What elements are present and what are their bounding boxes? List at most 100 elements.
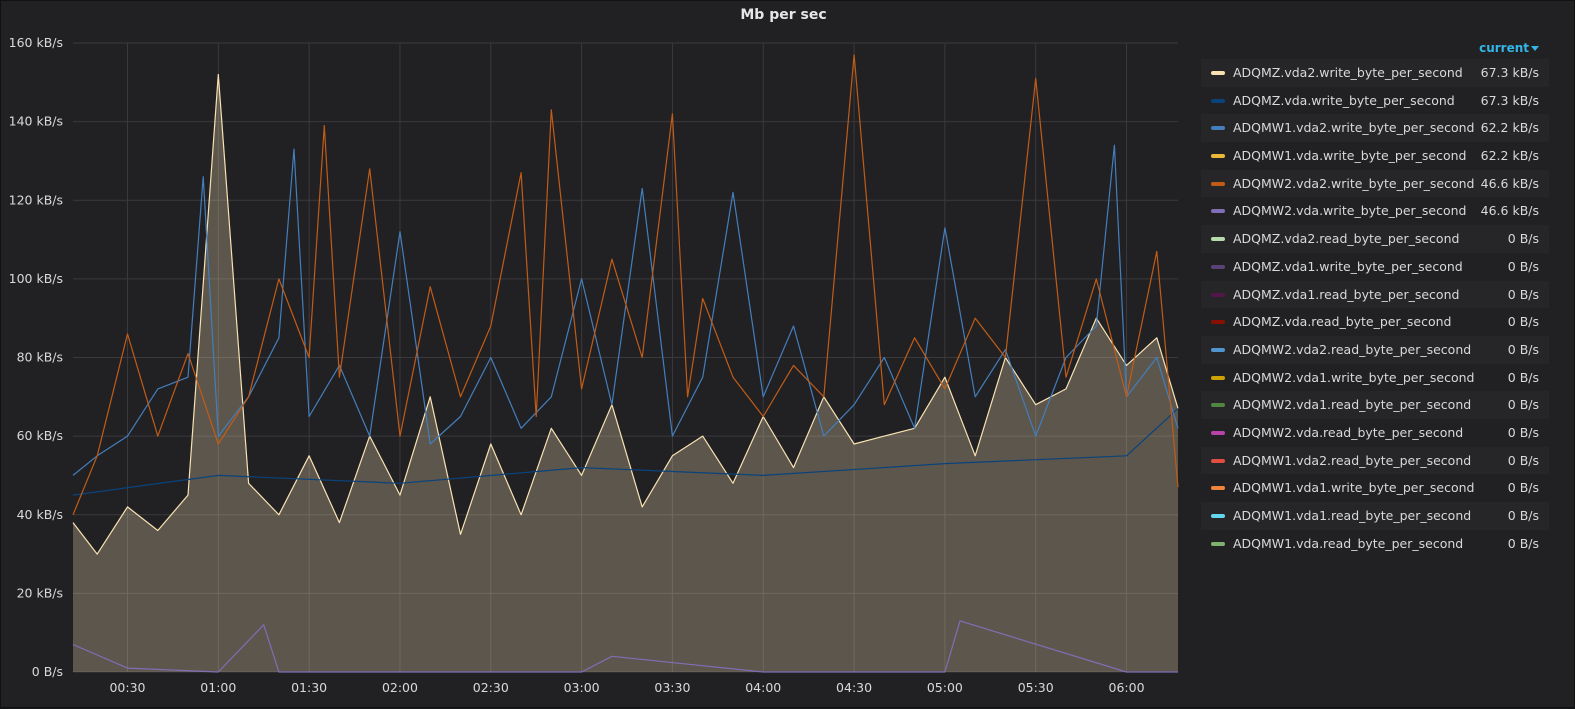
legend-current-value: 0 B/s (1507, 452, 1539, 468)
legend-series-name[interactable]: ADQMW1.vda1.read_byte_per_second (1233, 508, 1472, 523)
x-tick-label: 02:30 (473, 680, 509, 695)
legend-series-name[interactable]: ADQMW2.vda.write_byte_per_second (1233, 203, 1467, 219)
legend-list: ADQMZ.vda2.write_byte_per_second 67.3 kB/… (1201, 59, 1549, 557)
legend-series-name[interactable]: ADQMZ.vda.read_byte_per_second (1233, 314, 1452, 330)
legend-color-swatch[interactable] (1211, 237, 1225, 242)
y-tick-label: 0 B/s (32, 664, 63, 679)
x-tick-label: 04:00 (745, 680, 781, 695)
y-tick-label: 100 kB/s (9, 271, 63, 286)
legend-current-value: 0 B/s (1507, 286, 1539, 302)
legend-color-swatch[interactable] (1211, 181, 1225, 186)
caret-down-icon (1531, 46, 1539, 51)
legend-item[interactable]: ADQMZ.vda2.read_byte_per_second 0 B/s (1201, 225, 1549, 253)
x-tick-label: 03:00 (564, 680, 600, 695)
legend-current-value: 67.3 kB/s (1480, 92, 1539, 108)
legend-series-name[interactable]: ADQMW2.vda.read_byte_per_second (1233, 424, 1464, 440)
y-tick-label: 20 kB/s (17, 585, 63, 600)
x-tick-label: 05:30 (1018, 680, 1054, 695)
x-tick-label: 00:30 (109, 680, 145, 695)
legend-current-value: 0 B/s (1507, 341, 1539, 357)
legend-header-label: current (1479, 41, 1529, 55)
legend-color-swatch[interactable] (1211, 98, 1225, 103)
x-tick-label: 01:30 (291, 680, 327, 695)
legend-color-swatch[interactable] (1211, 71, 1225, 75)
legend-item[interactable]: ADQMW1.vda.read_byte_per_second 0 B/s (1201, 530, 1549, 558)
legend-series-name[interactable]: ADQMW2.vda1.read_byte_per_second (1233, 397, 1472, 413)
legend-color-swatch[interactable] (1211, 403, 1225, 408)
y-tick-label: 120 kB/s (9, 192, 63, 207)
legend-current-value: 0 B/s (1507, 424, 1539, 440)
series-line (72, 408, 1179, 496)
legend-color-swatch[interactable] (1211, 430, 1225, 435)
legend-current-value: 46.6 kB/s (1480, 203, 1539, 219)
x-tick-label: 02:00 (382, 680, 418, 695)
legend-color-swatch[interactable] (1211, 154, 1225, 159)
legend-color-swatch[interactable] (1211, 320, 1225, 325)
grid-lines (73, 42, 1178, 673)
legend-sort-current[interactable]: current (1201, 41, 1549, 59)
legend-color-swatch[interactable] (1211, 292, 1225, 297)
legend-color-swatch[interactable] (1211, 458, 1225, 463)
y-axis-ticks: 0 B/s 20 kB/s 40 kB/s 60 kB/s 80 kB/s 100 kB/… (9, 35, 63, 679)
legend-series-name[interactable]: ADQMZ.vda1.write_byte_per_second (1233, 258, 1463, 274)
legend-series-name[interactable]: ADQMZ.vda.write_byte_per_second (1233, 92, 1455, 108)
legend-color-swatch[interactable] (1211, 347, 1225, 352)
series-line (72, 54, 1179, 516)
legend-series-name[interactable]: ADQMZ.vda2.write_byte_per_second (1233, 65, 1463, 80)
legend-current-value: 62.2 kB/s (1480, 120, 1539, 136)
legend-current-value: 0 B/s (1507, 508, 1539, 523)
legend-series-name[interactable]: ADQMZ.vda1.read_byte_per_second (1233, 286, 1460, 302)
series-line (72, 73, 1179, 555)
legend-color-swatch[interactable] (1211, 209, 1225, 214)
legend-item[interactable]: ADQMW1.vda2.read_byte_per_second 0 B/s (1201, 446, 1549, 475)
legend-item[interactable]: ADQMW1.vda.write_byte_per_second 62.2 kB/… (1201, 142, 1549, 170)
legend-series-name[interactable]: ADQMW2.vda2.write_byte_per_second (1233, 175, 1475, 191)
legend-series-name[interactable]: ADQMW1.vda.read_byte_per_second (1233, 535, 1464, 551)
y-tick-label: 40 kB/s (17, 507, 63, 522)
legend-color-swatch[interactable] (1211, 514, 1225, 518)
legend-color-swatch[interactable] (1211, 486, 1225, 491)
legend-current-value: 0 B/s (1507, 258, 1539, 274)
legend-item[interactable]: ADQMW2.vda.read_byte_per_second 0 B/s (1201, 419, 1549, 447)
legend-series-name[interactable]: ADQMZ.vda2.read_byte_per_second (1233, 231, 1460, 247)
legend-item[interactable]: ADQMW1.vda2.write_byte_per_second 62.2 kB… (1201, 114, 1549, 143)
legend-item[interactable]: ADQMW2.vda1.write_byte_per_second 0 B/s (1201, 364, 1549, 392)
legend-item[interactable]: ADQMW2.vda2.write_byte_per_second 46.6 kB… (1201, 169, 1549, 198)
y-tick-label: 140 kB/s (9, 114, 63, 129)
legend-current-value: 0 B/s (1507, 314, 1539, 330)
y-tick-label: 160 kB/s (9, 35, 63, 50)
legend-item[interactable]: ADQMW2.vda.write_byte_per_second 46.6 kB/… (1201, 197, 1549, 225)
x-tick-label: 04:30 (836, 680, 872, 695)
legend-current-value: 0 B/s (1507, 535, 1539, 551)
legend-item[interactable]: ADQMZ.vda2.write_byte_per_second 67.3 kB/… (1201, 59, 1549, 87)
legend-item[interactable]: ADQMW2.vda1.read_byte_per_second 0 B/s (1201, 391, 1549, 419)
legend-series-name[interactable]: ADQMW1.vda2.read_byte_per_second (1233, 452, 1472, 468)
y-tick-label: 60 kB/s (17, 428, 63, 443)
legend-series-name[interactable]: ADQMW1.vda2.write_byte_per_second (1233, 120, 1475, 136)
legend-series-name[interactable]: ADQMW1.vda.write_byte_per_second (1233, 148, 1467, 164)
legend-item[interactable]: ADQMW1.vda1.write_byte_per_second 0 B/s (1201, 474, 1549, 502)
legend-item[interactable]: ADQMZ.vda1.read_byte_per_second 0 B/s (1201, 280, 1549, 309)
legend-current-value: 0 B/s (1507, 231, 1539, 247)
legend-item[interactable]: ADQMZ.vda.read_byte_per_second 0 B/s (1201, 308, 1549, 336)
legend-item[interactable]: ADQMZ.vda1.write_byte_per_second 0 B/s (1201, 253, 1549, 281)
legend-color-swatch[interactable] (1211, 541, 1225, 546)
x-axis-ticks: 00:30 01:00 01:30 02:00 02:30 03:00 03:30 04:00… (109, 680, 1144, 695)
legend-current-value: 0 B/s (1507, 369, 1539, 385)
legend-item[interactable]: ADQMW2.vda2.read_byte_per_second 0 B/s (1201, 335, 1549, 364)
legend-series-name[interactable]: ADQMW2.vda2.read_byte_per_second (1233, 341, 1472, 357)
legend-color-swatch[interactable] (1211, 126, 1225, 131)
x-tick-label: 05:00 (927, 680, 963, 695)
legend-current-value: 0 B/s (1507, 480, 1539, 496)
panel-title[interactable]: Mb per sec (740, 7, 827, 23)
legend: current ADQMZ.vda2.write_byte_per_second… (1201, 41, 1549, 557)
legend-item[interactable]: ADQMZ.vda.write_byte_per_second 67.3 kB/s (1201, 87, 1549, 115)
x-tick-label: 01:00 (200, 680, 236, 695)
legend-series-name[interactable]: ADQMW1.vda1.write_byte_per_second (1233, 480, 1475, 496)
legend-series-name[interactable]: ADQMW2.vda1.write_byte_per_second (1233, 369, 1475, 385)
legend-item[interactable]: ADQMW1.vda1.read_byte_per_second 0 B/s (1201, 502, 1549, 530)
legend-color-swatch[interactable] (1211, 264, 1225, 269)
legend-color-swatch[interactable] (1211, 375, 1225, 380)
